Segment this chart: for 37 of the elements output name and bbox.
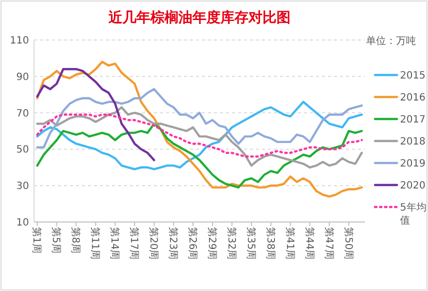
legend-label: 2017: [400, 114, 426, 126]
x-tick-label: 第5周: [50, 227, 62, 254]
x-tick-label: 第1周: [30, 227, 43, 254]
legend-label: 2015: [400, 70, 426, 82]
x-tick-label: 第50周: [342, 227, 354, 260]
x-tick-label: 第41周: [284, 227, 296, 260]
x-tick-label: 第44周: [303, 227, 316, 260]
text: 单位：万吨: [366, 35, 416, 47]
x-tick-label: 第47周: [322, 227, 335, 260]
y-tick-label: 110: [10, 36, 29, 46]
x-tick-label: 第23周: [167, 227, 180, 260]
legend-label: 2018: [400, 136, 426, 148]
chart-title: 近几年棕榈油年度库存对比图: [108, 9, 290, 26]
x-tick-label: 第20周: [148, 227, 160, 260]
x-tick-label: 第8周: [70, 227, 82, 254]
x-tick-label: 第11周: [89, 227, 102, 260]
line-series: [36, 60, 363, 198]
legend-label: 2016: [400, 92, 426, 104]
x-tick-label: 第35周: [244, 227, 257, 260]
x-tick-label: 第29周: [206, 227, 218, 260]
y-tick-label: 50: [16, 144, 29, 156]
legend-label: 2020: [400, 180, 426, 192]
line-series: [36, 88, 363, 148]
x-tick-label: 第14周: [108, 227, 121, 260]
legend-label: 5年均值: [400, 202, 426, 226]
y-tick-label: 10: [16, 218, 29, 228]
x-tick-label: 第32周: [225, 227, 238, 260]
y-tick-label: 30: [16, 181, 29, 192]
x-tick-label: 第26周: [186, 227, 199, 260]
y-tick-label: 90: [16, 72, 29, 83]
line-series: [36, 114, 363, 158]
y-tick-label: 70: [16, 108, 29, 120]
line-series: [36, 122, 363, 189]
legend-label: 2019: [400, 158, 426, 170]
line-series: [36, 68, 156, 162]
x-tick-label: 第38周: [264, 227, 276, 260]
x-tick-label: 第17周: [128, 227, 140, 260]
